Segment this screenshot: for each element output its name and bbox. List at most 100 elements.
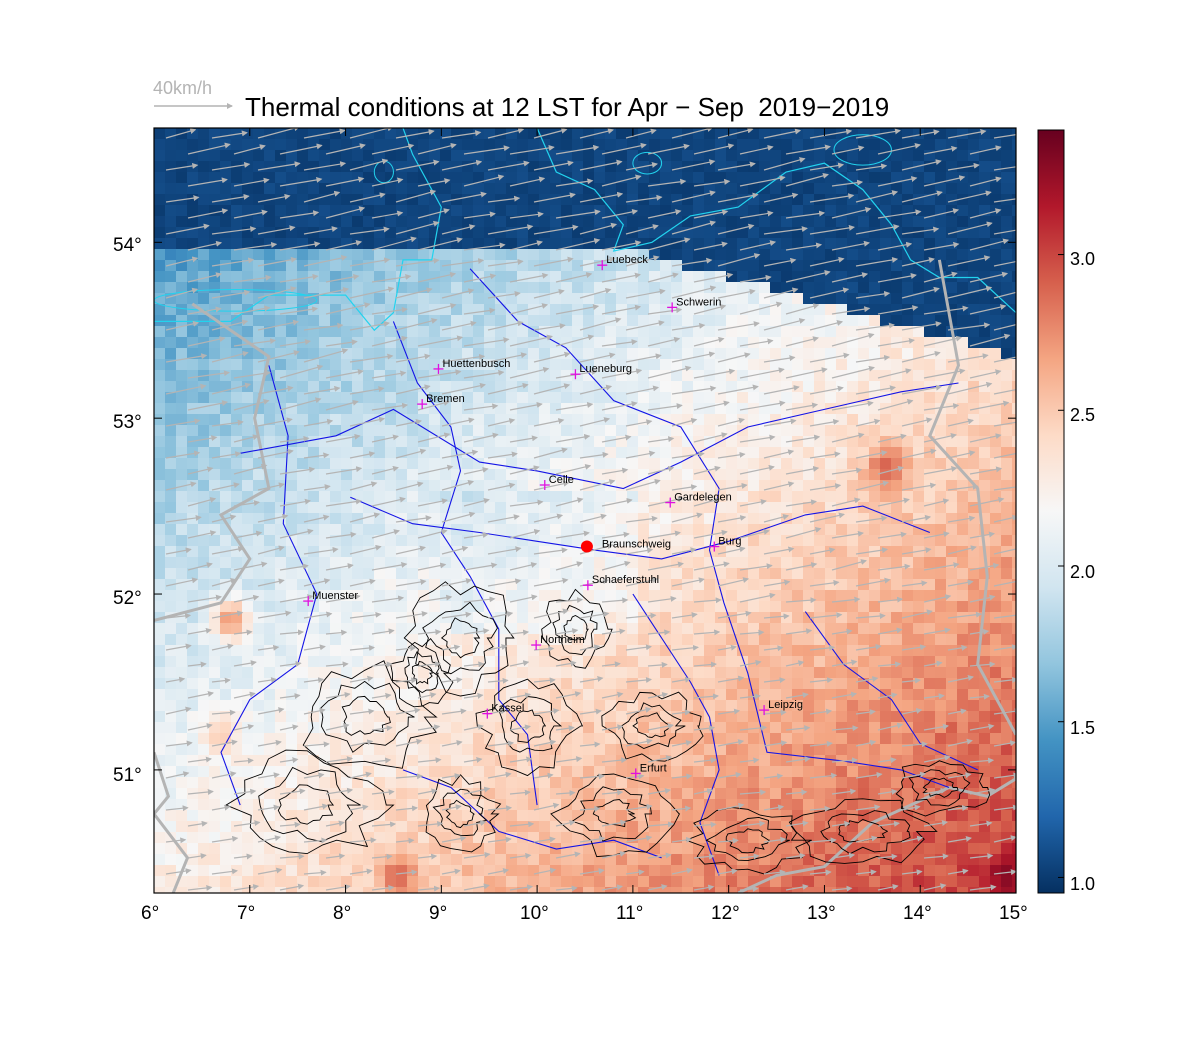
wind-arrow — [165, 162, 199, 171]
wind-arrow — [533, 645, 555, 652]
wind-arrow — [717, 161, 756, 171]
wind-arrow — [233, 209, 268, 219]
wind-arrow — [187, 466, 214, 475]
wind-arrow — [417, 594, 453, 603]
wind-arrow — [785, 660, 805, 667]
wind-arrow — [509, 789, 531, 796]
city-label: Gardelegen — [674, 492, 732, 504]
wind-arrow — [371, 335, 408, 347]
wind-arrow — [211, 257, 255, 267]
wind-arrow — [717, 546, 746, 555]
wind-arrow — [211, 514, 237, 523]
wind-arrow — [487, 611, 514, 619]
wind-arrow — [303, 286, 350, 299]
wind-arrow — [165, 514, 202, 523]
wind-arrow — [855, 385, 896, 395]
wind-arrow — [279, 629, 304, 636]
wind-arrow — [555, 885, 578, 892]
wind-arrow — [187, 435, 218, 443]
wind-arrow — [1015, 825, 1016, 826]
x-tick-label: 8° — [333, 903, 352, 924]
wind-arrow — [533, 323, 566, 331]
wind-arrow — [625, 224, 659, 235]
wind-arrow — [809, 805, 831, 812]
wind-arrow — [417, 432, 451, 443]
wind-arrow — [279, 466, 316, 475]
wind-arrow — [923, 305, 969, 315]
wind-arrow — [923, 498, 950, 507]
wind-arrow — [625, 162, 658, 171]
wind-arrow — [901, 417, 933, 427]
wind-arrow — [947, 579, 974, 587]
wind-arrow — [303, 644, 326, 651]
wind-arrow — [509, 562, 538, 571]
wind-arrow — [279, 660, 302, 667]
wind-arrow — [187, 820, 208, 827]
wind-arrow — [279, 724, 299, 731]
wind-arrow — [785, 434, 821, 443]
wind-arrow — [877, 722, 904, 731]
wind-arrow — [855, 480, 889, 491]
wind-arrow — [855, 547, 889, 555]
wind-arrow — [809, 418, 840, 427]
wind-arrow — [647, 436, 675, 443]
wind-arrow — [693, 693, 719, 700]
wind-arrow — [671, 322, 706, 331]
wind-arrow — [579, 773, 605, 780]
wind-arrow — [901, 708, 923, 715]
wind-arrow — [993, 356, 1016, 363]
wind-arrow — [693, 432, 728, 443]
wind-arrow — [371, 595, 405, 603]
city-marker-burg: Burg — [709, 536, 742, 552]
page-title: Thermal conditions at 12 LST for Apr − S… — [245, 92, 890, 122]
wind-arrow — [831, 272, 869, 283]
wind-arrow — [579, 513, 607, 523]
wind-arrow — [487, 418, 516, 427]
wind-arrow — [831, 659, 858, 667]
wind-arrow — [671, 128, 714, 139]
wind-arrow — [993, 452, 1016, 459]
wind-arrow — [257, 867, 283, 875]
wind-arrow — [877, 465, 905, 475]
wind-arrow — [463, 883, 490, 891]
city-marker-schaeferstuhl: Schaeferstuhl — [582, 574, 659, 591]
wind-arrow — [625, 255, 660, 267]
wind-arrow — [671, 159, 716, 171]
wind-arrow — [763, 449, 795, 459]
wind-arrow — [463, 337, 510, 347]
wind-arrow — [579, 287, 612, 299]
wind-arrow — [601, 661, 621, 668]
wind-arrow — [533, 351, 571, 363]
wind-arrow — [601, 884, 623, 891]
wind-arrow — [279, 757, 299, 764]
wind-arrow — [831, 628, 853, 635]
terrain-contour — [895, 760, 991, 817]
wind-arrow — [901, 514, 932, 523]
wind-arrow — [923, 465, 958, 475]
wind-arrow — [671, 805, 692, 812]
wind-arrow — [717, 417, 745, 427]
wind-arrow — [395, 159, 440, 171]
wind-arrow — [809, 772, 838, 779]
wind-arrow — [601, 757, 628, 764]
city-marker-celle: Celle — [539, 474, 574, 490]
wind-arrow — [877, 692, 898, 699]
city-marker-erfurt: Erfurt — [630, 762, 667, 779]
wind-arrow — [463, 724, 484, 731]
wind-arrow — [303, 677, 325, 684]
wind-arrow — [901, 226, 940, 235]
wind-arrow — [257, 804, 280, 811]
wind-arrow — [647, 237, 691, 251]
colorbar-tick-label: 2.0 — [1070, 562, 1096, 582]
wind-arrow — [763, 128, 802, 139]
wind-arrow — [257, 739, 282, 747]
wind-arrow — [969, 628, 990, 635]
wind-arrow — [303, 837, 328, 844]
wind-arrow — [233, 530, 263, 539]
wind-arrow — [785, 628, 813, 635]
wind-arrow — [417, 885, 440, 892]
wind-arrow — [717, 771, 742, 779]
wind-arrow — [371, 465, 399, 475]
wind-arrow — [809, 256, 845, 267]
wind-arrow — [579, 191, 624, 203]
